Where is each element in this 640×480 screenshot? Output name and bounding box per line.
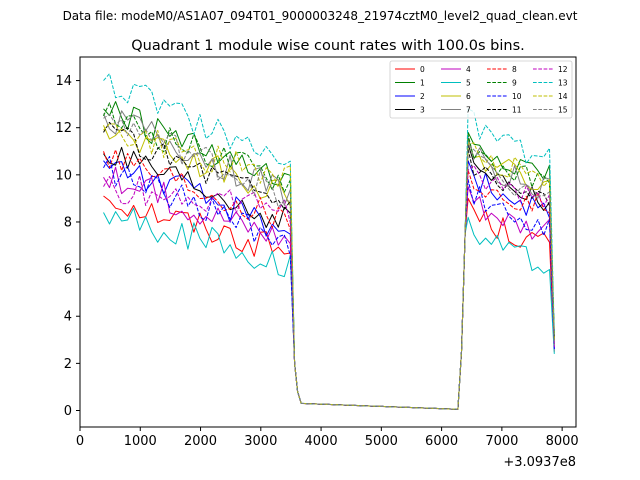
x-axis-offset-label: +3.0937e8 bbox=[503, 455, 576, 470]
chart-suptitle: Data file: modeM0/AS1A07_094T01_90000032… bbox=[63, 9, 578, 23]
y-tick-label: 8 bbox=[64, 215, 72, 230]
y-tick-label: 2 bbox=[64, 357, 72, 372]
series-line-1 bbox=[103, 101, 555, 410]
legend-label-14: 14 bbox=[558, 92, 568, 101]
x-tick-label: 5000 bbox=[365, 434, 398, 449]
series-line-13 bbox=[103, 73, 555, 410]
series-line-5 bbox=[103, 207, 555, 410]
y-tick-label: 0 bbox=[64, 404, 72, 419]
series-line-12 bbox=[103, 165, 555, 410]
series-layer bbox=[103, 73, 555, 410]
x-tick-label: 8000 bbox=[546, 434, 579, 449]
x-tick-label: 7000 bbox=[485, 434, 518, 449]
series-line-14 bbox=[103, 123, 555, 410]
series-line-10 bbox=[103, 156, 555, 410]
series-line-2 bbox=[103, 160, 555, 410]
legend-label-6: 6 bbox=[466, 92, 471, 101]
legend-label-11: 11 bbox=[512, 105, 522, 114]
legend-label-3: 3 bbox=[420, 105, 425, 114]
legend-frame bbox=[389, 60, 573, 119]
y-tick-label: 10 bbox=[55, 168, 72, 183]
x-tick-label: 4000 bbox=[305, 434, 338, 449]
plot-area-frame bbox=[79, 56, 577, 428]
series-line-9 bbox=[103, 102, 555, 410]
legend-label-2: 2 bbox=[420, 92, 425, 101]
y-tick-label: 14 bbox=[55, 74, 72, 89]
legend-label-10: 10 bbox=[512, 92, 522, 101]
legend-label-4: 4 bbox=[466, 65, 471, 74]
legend-label-1: 1 bbox=[420, 78, 425, 87]
x-tick-label: 6000 bbox=[425, 434, 458, 449]
series-line-6 bbox=[103, 125, 555, 410]
series-line-3 bbox=[103, 143, 555, 410]
chart-title: Quadrant 1 module wise count rates with … bbox=[131, 38, 525, 54]
x-tick-label: 0 bbox=[76, 434, 84, 449]
legend-label-13: 13 bbox=[558, 78, 568, 87]
legend-label-12: 12 bbox=[558, 65, 568, 74]
y-tick-label: 12 bbox=[55, 121, 72, 136]
y-tick-label: 4 bbox=[64, 310, 72, 325]
axes-layer: 0 1000 2000 3000 4000 5000 6000 7000 8000 0 2 4 6 8 10… bbox=[55, 74, 578, 449]
series-line-4 bbox=[103, 166, 555, 410]
legend-label-9: 9 bbox=[512, 78, 517, 87]
x-tick-label: 3000 bbox=[244, 434, 277, 449]
legend-label-5: 5 bbox=[466, 78, 471, 87]
series-line-15 bbox=[103, 113, 555, 410]
series-line-0 bbox=[103, 195, 555, 410]
y-tick-label: 6 bbox=[64, 263, 72, 278]
x-tick-label: 1000 bbox=[124, 434, 157, 449]
x-tick-label: 2000 bbox=[184, 434, 217, 449]
legend-label-15: 15 bbox=[558, 105, 568, 114]
legend-label-8: 8 bbox=[512, 65, 517, 74]
legend-label-0: 0 bbox=[420, 65, 425, 74]
legend-label-7: 7 bbox=[466, 105, 471, 114]
series-line-11 bbox=[103, 121, 555, 410]
